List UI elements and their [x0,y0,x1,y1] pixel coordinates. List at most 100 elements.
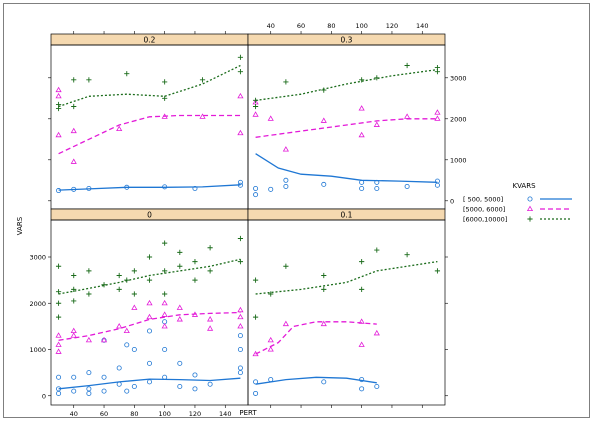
data-point [253,390,259,396]
data-point [321,87,327,93]
y-tick-label: 1000 [450,156,467,164]
data-point [252,350,259,357]
x-tick-label: 100 [158,410,170,418]
data-point [283,263,289,269]
data-point [321,181,327,187]
data-point [55,314,62,320]
y-tick-label: 2000 [450,115,467,123]
series-line [58,258,241,295]
data-point [252,314,259,320]
series-line [255,321,377,355]
data-point [70,327,77,333]
data-point [146,254,153,260]
data-point [116,381,122,387]
data-point [161,299,168,306]
data-point [434,178,440,184]
panel-strip-label: 0.2 [144,36,156,45]
data-point [116,286,122,292]
legend-marker [527,196,533,202]
x-tick-label: 100 [355,22,367,30]
series-line [255,153,438,183]
data-point [207,268,213,274]
data-point [85,336,92,343]
data-point [252,277,259,283]
series-line [255,68,438,102]
series-line [58,311,241,341]
data-point [283,79,289,85]
y-tick-label: 1000 [29,346,46,354]
data-point [86,268,92,274]
data-point [71,272,77,279]
y-tick-label: 0 [42,392,46,400]
data-point [55,341,62,347]
data-point [237,333,243,339]
data-point [131,304,138,310]
data-point [253,185,259,191]
data-point [207,245,213,251]
data-point [321,286,327,292]
data-point [71,186,77,192]
data-point [237,370,243,376]
data-point [237,179,243,185]
data-point [56,390,62,396]
data-point [146,299,153,306]
y-tick-label: 3000 [29,254,46,262]
data-point [192,372,198,378]
data-point [71,298,77,304]
series-line [255,118,438,138]
x-tick-label: 120 [189,410,201,418]
data-point [192,386,198,392]
data-point [70,127,77,134]
series-line [58,377,241,390]
panel-strip-label: 0.1 [341,211,353,220]
data-point [101,374,107,380]
x-axis-label: PERT [239,409,257,417]
data-point [161,311,168,317]
data-point [373,121,380,127]
data-point [237,92,244,99]
x-tick-label: 80 [327,22,335,30]
data-point [116,125,123,132]
data-point [55,332,62,338]
data-point [321,272,327,279]
data-point [358,318,365,324]
x-tick-label: 40 [70,410,78,418]
data-point [283,177,289,183]
data-point [434,182,440,188]
data-point [71,374,77,380]
data-point [359,386,365,392]
legend-label: [ 500, 5000] [463,196,503,204]
data-point [358,105,365,111]
data-point [374,75,380,81]
data-point [176,316,183,322]
data-point [374,383,380,389]
data-point [55,86,62,93]
data-point [86,77,92,83]
data-point [56,188,62,194]
data-point [191,311,199,317]
legend-marker [527,216,533,222]
data-point [199,113,206,119]
data-point [358,131,365,138]
data-point [177,360,183,366]
data-point [434,109,441,115]
data-point [434,69,441,75]
data-point [124,388,130,394]
data-point [237,259,244,265]
legend-label: [5000, 6000] [463,206,505,214]
data-point [404,62,410,69]
data-point [146,313,153,320]
data-point [162,374,168,380]
data-point [55,131,62,138]
data-point [55,92,62,99]
data-point [320,320,327,327]
series-line [255,260,438,295]
data-point [192,277,198,283]
y-tick-label: 3000 [450,74,467,82]
data-point [162,346,168,352]
data-point [192,259,198,265]
data-point [207,381,213,387]
x-tick-label: 60 [100,410,108,418]
data-point [55,300,62,306]
